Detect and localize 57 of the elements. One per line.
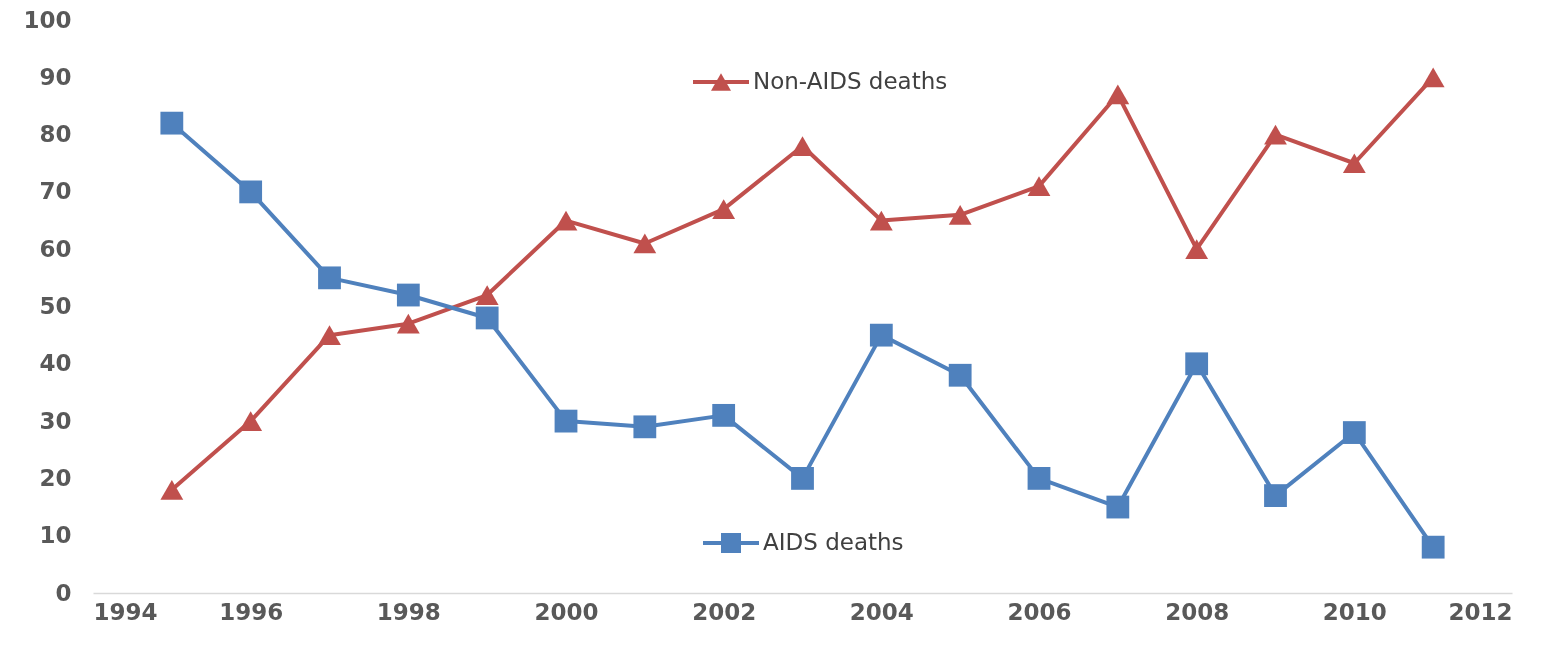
point	[1264, 124, 1287, 145]
x-tick-label: 1998	[376, 598, 441, 625]
point	[1185, 239, 1209, 260]
point	[869, 210, 893, 231]
x-tick-label: 2004	[849, 598, 914, 625]
legend-label: AIDS deaths	[763, 529, 904, 555]
y-tick-label: 20	[39, 464, 72, 491]
point	[318, 325, 341, 346]
point	[1421, 67, 1445, 88]
y-tick-label: 90	[39, 63, 72, 90]
x-tick-label: 1994	[93, 598, 158, 625]
point	[318, 266, 341, 290]
x-tick-label: 2000	[534, 598, 599, 625]
point	[791, 467, 814, 490]
point	[554, 210, 578, 231]
point	[1027, 467, 1051, 490]
y-tick-label: 80	[39, 121, 72, 148]
point	[948, 204, 972, 225]
y-tick-label: 40	[39, 350, 72, 377]
point	[396, 313, 420, 334]
point	[1027, 176, 1051, 197]
point	[1342, 153, 1366, 174]
point	[475, 306, 499, 330]
y-tick-label: 10	[39, 522, 72, 549]
x-tick-label: 2008	[1165, 598, 1230, 625]
point	[160, 479, 184, 500]
legend-label: Non-AIDS deaths	[753, 68, 948, 94]
x-tick-label: 1996	[219, 598, 284, 625]
y-tick-label: 30	[39, 407, 72, 434]
point	[160, 111, 184, 135]
point	[633, 233, 657, 254]
point	[791, 136, 814, 156]
point	[1342, 421, 1366, 444]
y-tick-label: 60	[39, 235, 72, 262]
point	[1106, 495, 1130, 519]
point	[396, 283, 420, 307]
point	[1106, 84, 1130, 105]
point	[712, 199, 736, 219]
x-tick-label: 2010	[1322, 598, 1387, 625]
y-tick-label: 0	[55, 579, 72, 606]
point	[239, 180, 263, 204]
point	[1185, 352, 1209, 376]
point	[554, 409, 578, 433]
point	[633, 415, 657, 439]
point	[712, 403, 736, 427]
x-tick-label: 2002	[692, 598, 757, 625]
point	[239, 411, 263, 431]
point	[1421, 535, 1445, 559]
x-tick-label: 2012	[1448, 598, 1513, 625]
point	[1264, 484, 1287, 507]
x-tick-label: 2006	[1007, 598, 1072, 625]
point	[948, 363, 972, 387]
point	[475, 285, 499, 305]
y-tick-label: 70	[39, 178, 72, 205]
y-tick-label: 50	[39, 293, 72, 319]
point	[869, 323, 893, 347]
y-tick-label: 100	[23, 6, 72, 33]
